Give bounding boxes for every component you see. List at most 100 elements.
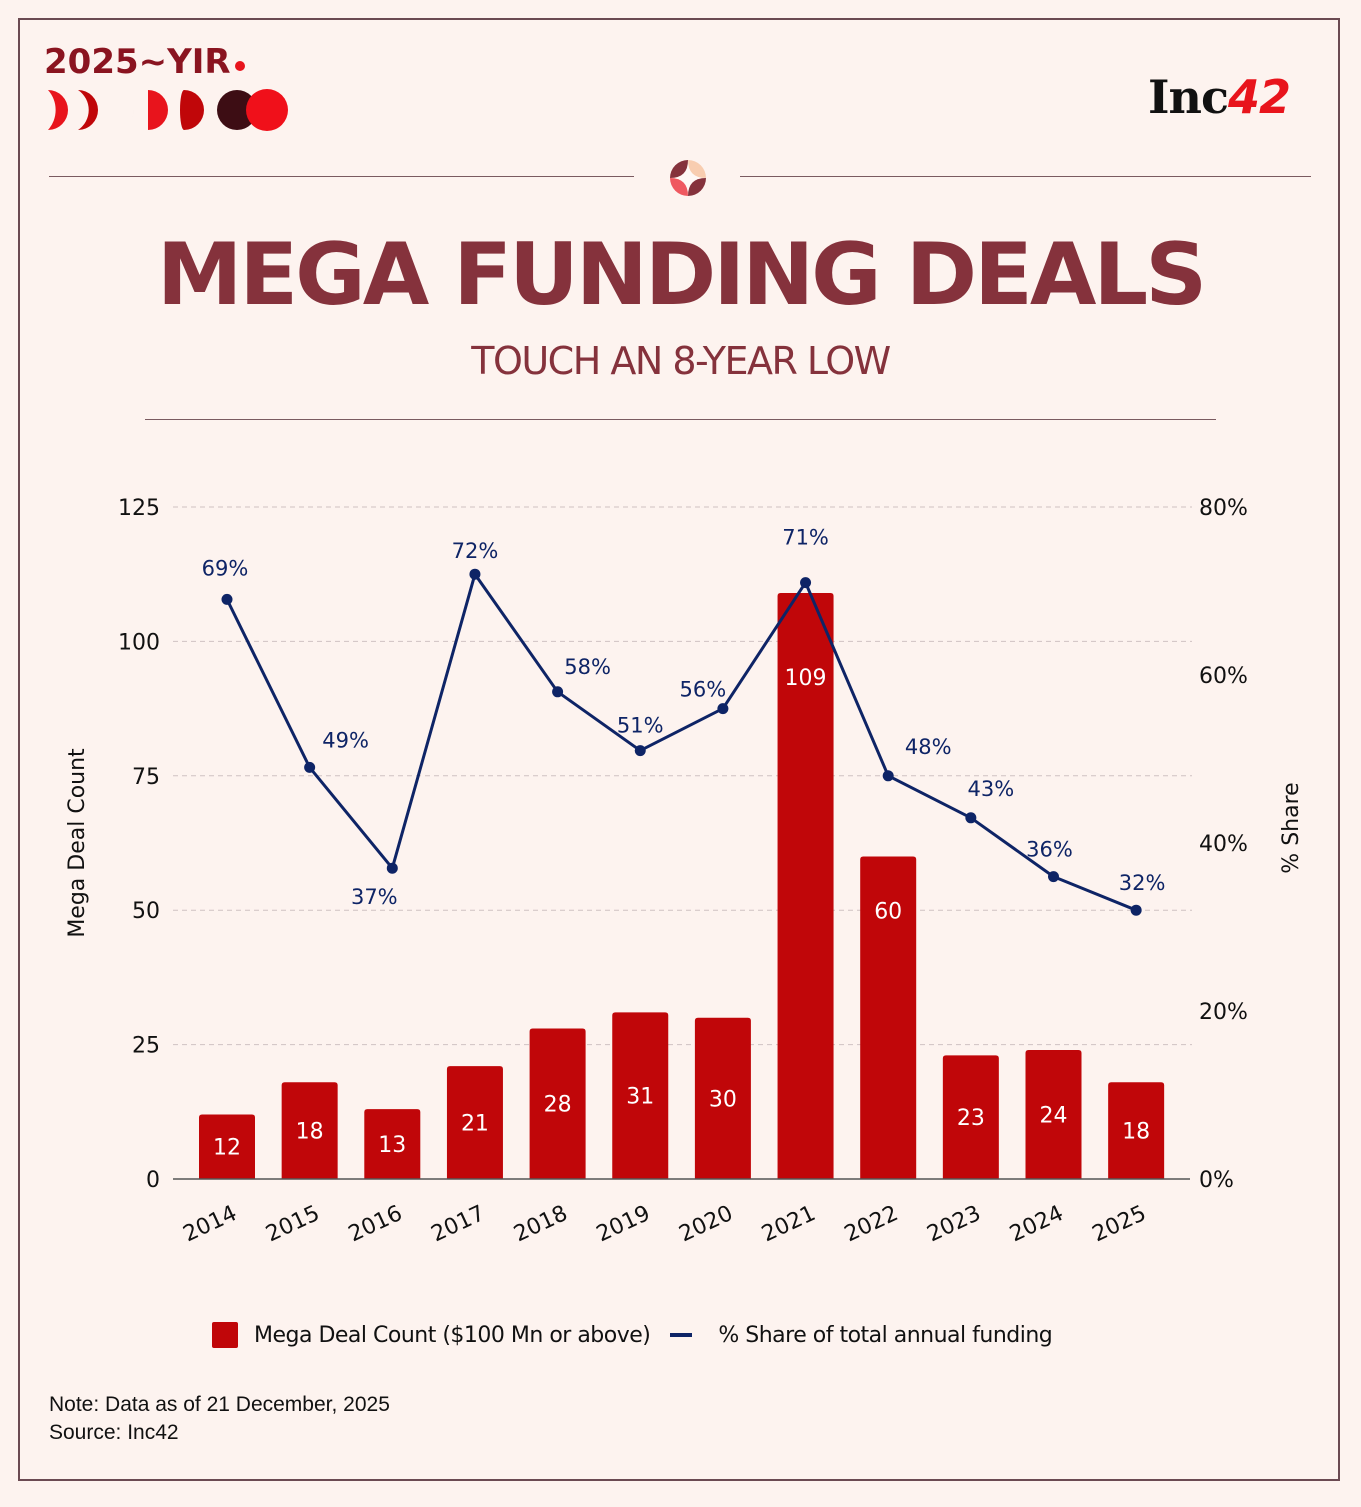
y-axis-label: Mega Deal Count [65, 748, 90, 938]
y2-tick-label: 20% [1199, 1000, 1248, 1025]
page-subtitle: TOUCH AN 8-YEAR LOW [471, 339, 891, 383]
bar-value-label: 31 [626, 1085, 654, 1110]
line-point [1130, 904, 1142, 916]
x-tick-label: 2024 [1006, 1201, 1067, 1247]
bar-value-label: 24 [1040, 1103, 1068, 1128]
line-point [469, 568, 481, 580]
line-point [1048, 871, 1059, 883]
footnote: Note: Data as of 21 December, 2025 Sourc… [49, 1391, 390, 1447]
brand-dot [234, 61, 245, 71]
y-tick-label: 50 [132, 899, 160, 924]
bar [281, 1082, 338, 1179]
note-text: Note: Data as of 21 December, 2025 [49, 1393, 390, 1416]
legend-line-swatch [670, 1333, 693, 1337]
x-tick-label: 2023 [923, 1201, 984, 1247]
x-tick-label: 2018 [510, 1201, 571, 1247]
line-point [882, 770, 894, 782]
header-divider-left [49, 176, 634, 177]
four-petal-star-icon [670, 160, 706, 196]
bar [942, 1055, 999, 1179]
bar-value-label: 28 [544, 1093, 572, 1118]
bar [860, 856, 917, 1179]
x-tick-label: 2016 [345, 1201, 406, 1247]
x-tick-label: 2019 [593, 1201, 654, 1247]
bar-value-label: 109 [785, 666, 827, 691]
y-tick-label: 25 [132, 1034, 160, 1059]
bar-series: 12 18 13 21 28 31 30 109 60 23 24 18 [199, 593, 1165, 1179]
line-value-label: 58% [564, 655, 611, 679]
line-point [221, 593, 233, 605]
bar [446, 1066, 503, 1179]
line-value-label: 69% [202, 556, 249, 580]
line-value-label: 49% [322, 728, 369, 752]
share-line [225, 572, 1137, 912]
line-series: 69% 49% 37% 72% 58% 51% 56% 71% 48% 43% 36% 32% [202, 526, 1166, 916]
brand-title: 2025~YIR [44, 42, 231, 82]
y-tick-label: 125 [118, 496, 160, 521]
bar-value-label: 23 [957, 1106, 985, 1131]
x-tick-label: 2020 [675, 1201, 736, 1247]
line-value-label: 71% [782, 526, 829, 550]
line-value-label: 48% [905, 735, 952, 759]
line-point [800, 577, 812, 589]
x-tick-label: 2015 [262, 1201, 323, 1247]
line-point [965, 812, 977, 824]
legend-bar-label: Mega Deal Count ($100 Mn or above) [254, 1322, 651, 1348]
bar-value-label: 30 [709, 1087, 737, 1112]
y-tick-label: 75 [132, 765, 160, 790]
line-value-label: 43% [968, 777, 1015, 801]
y2-tick-label: 40% [1199, 832, 1248, 857]
bar [777, 593, 834, 1179]
bar [529, 1028, 586, 1179]
y2-tick-label: 80% [1199, 496, 1248, 521]
gridlines [173, 506, 1192, 1046]
inc42-logo: Inc42 [1148, 70, 1291, 124]
bar [1025, 1049, 1082, 1179]
bar [612, 1012, 669, 1179]
line-value-label: 72% [452, 539, 499, 563]
infographic-frame [18, 18, 1340, 1481]
legend-bar-swatch [212, 1322, 238, 1348]
bar [1108, 1082, 1165, 1179]
combo-chart: 12 18 13 21 28 31 30 109 60 23 24 18 69% 49% 37% 72% 58… [65, 496, 1304, 1247]
bar-value-label: 13 [378, 1133, 406, 1158]
x-axis-ticks: 2014 2015 2016 2017 2018 2019 2020 2021 2022 2023… [180, 1201, 1150, 1247]
line-value-label: 36% [1026, 838, 1073, 862]
bar [694, 1017, 751, 1179]
x-tick-label: 2021 [758, 1201, 819, 1247]
title-divider [145, 419, 1216, 420]
bar-value-label: 18 [1122, 1120, 1150, 1145]
bar-value-label: 60 [874, 899, 902, 924]
x-tick-label: 2022 [841, 1201, 902, 1247]
chart-legend: Mega Deal Count ($100 Mn or above) % Sha… [212, 1322, 1053, 1348]
y2-tick-label: 0% [1199, 1168, 1234, 1193]
x-tick-label: 2017 [428, 1201, 489, 1247]
line-value-label: 56% [680, 678, 727, 702]
x-tick-label: 2014 [180, 1201, 241, 1247]
line-value-label: 32% [1119, 871, 1166, 895]
y-tick-label: 0 [146, 1168, 160, 1193]
bar-value-label: 18 [296, 1120, 324, 1145]
line-value-label: 37% [351, 885, 398, 909]
line-point [304, 761, 316, 773]
line-point [634, 745, 646, 757]
bar [364, 1109, 421, 1179]
line-point [386, 862, 398, 874]
bar [199, 1114, 255, 1179]
y2-axis-label: % Share [1279, 782, 1304, 873]
bar-value-label: 21 [461, 1112, 489, 1137]
header-divider-right [740, 176, 1311, 177]
page-title: MEGA FUNDING DEALS [156, 225, 1207, 325]
bar-value-label: 12 [213, 1136, 241, 1161]
y2-tick-label: 60% [1199, 664, 1248, 689]
moon-phases-icon [48, 89, 288, 131]
source-text: Source: Inc42 [49, 1421, 179, 1444]
yir-brand: 2025~YIR [44, 42, 245, 82]
y-tick-label: 100 [118, 630, 160, 655]
legend-line-label: % Share of total annual funding [718, 1322, 1053, 1348]
right-axis-ticks: 0% 20% 40% 60% 80% [1199, 496, 1248, 1193]
line-point [717, 703, 729, 715]
line-value-label: 51% [617, 714, 664, 738]
x-tick-label: 2025 [1089, 1201, 1150, 1247]
logo-text: Inc [1148, 70, 1229, 124]
